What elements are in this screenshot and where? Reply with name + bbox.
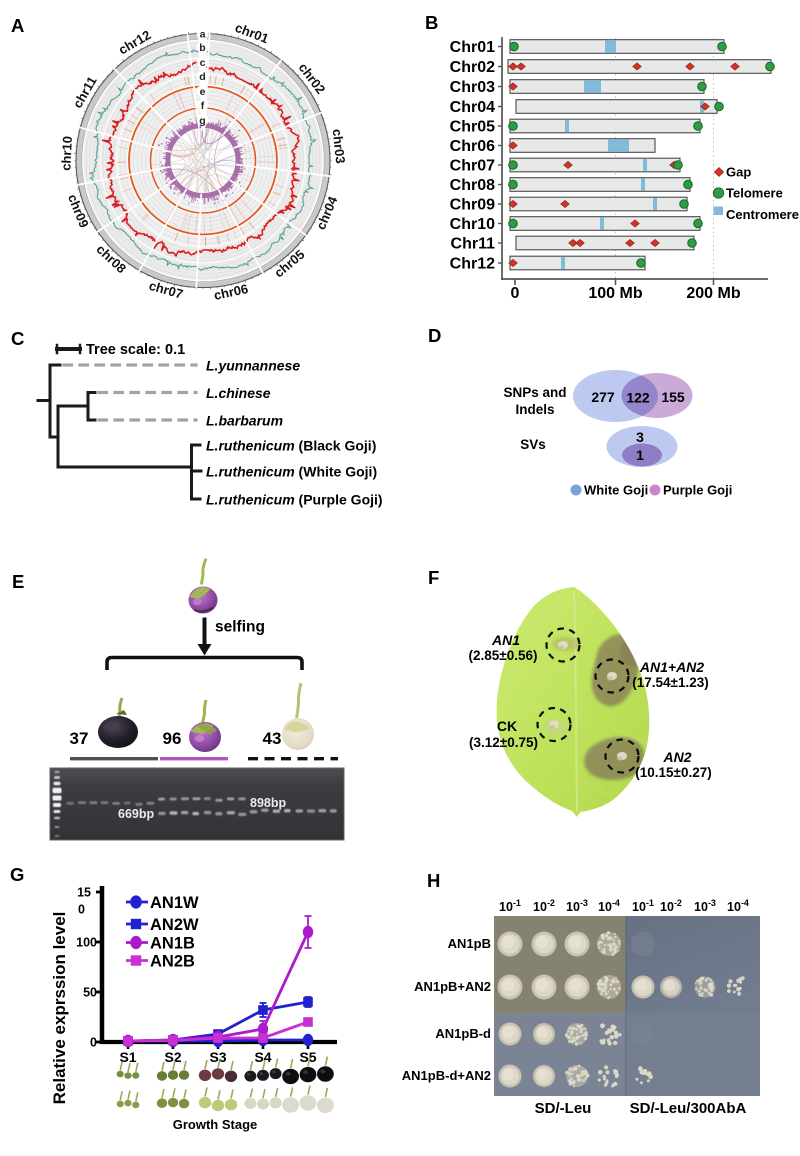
svg-text:chr03: chr03: [330, 128, 349, 164]
svg-text:SVs: SVs: [520, 437, 546, 452]
svg-text:a: a: [200, 28, 206, 40]
svg-text:SNPs and: SNPs and: [503, 385, 566, 400]
svg-text:f: f: [201, 100, 205, 112]
svg-text:898bp: 898bp: [250, 796, 286, 810]
svg-text:Chr02: Chr02: [450, 59, 495, 76]
svg-text:10-1: 10-1: [632, 898, 654, 914]
svg-text:Chr05: Chr05: [450, 119, 495, 136]
svg-text:669bp: 669bp: [118, 807, 154, 821]
svg-text:0: 0: [78, 902, 85, 916]
svg-text:AN1B: AN1B: [150, 935, 195, 953]
svg-text:100: 100: [76, 935, 97, 949]
svg-text:3: 3: [636, 429, 644, 445]
svg-text:AN2W: AN2W: [150, 916, 199, 934]
svg-text:Gap: Gap: [726, 165, 751, 180]
svg-text:Chr06: Chr06: [450, 138, 495, 155]
svg-text:g: g: [199, 115, 205, 127]
svg-text:0: 0: [90, 1035, 97, 1049]
svg-text:Chr12: Chr12: [450, 256, 495, 273]
svg-text:122: 122: [626, 390, 650, 406]
svg-text:L.chinese: L.chinese: [206, 385, 271, 401]
svg-text:10-4: 10-4: [727, 898, 749, 914]
svg-text:200 Mb: 200 Mb: [686, 285, 740, 302]
svg-text:0: 0: [511, 285, 520, 302]
svg-text:37: 37: [70, 729, 89, 748]
svg-text:L.yunnannese: L.yunnannese: [206, 358, 300, 374]
svg-text:50: 50: [83, 985, 97, 999]
svg-text:10-4: 10-4: [598, 898, 620, 914]
svg-text:AN1pB-d+AN2: AN1pB-d+AN2: [402, 1068, 491, 1083]
svg-text:d: d: [199, 71, 205, 83]
svg-text:(2.85±0.56): (2.85±0.56): [469, 648, 538, 663]
svg-text:AN2B: AN2B: [150, 953, 195, 971]
svg-text:10-1: 10-1: [499, 898, 521, 914]
svg-text:10-3: 10-3: [566, 898, 588, 914]
svg-text:L.ruthenicum (Purple Goji): L.ruthenicum (Purple Goji): [206, 492, 383, 508]
svg-text:100 Mb: 100 Mb: [588, 285, 642, 302]
svg-text:S2: S2: [164, 1049, 181, 1065]
svg-text:10-3: 10-3: [694, 898, 716, 914]
svg-text:AN1W: AN1W: [150, 894, 199, 912]
svg-text:10-2: 10-2: [660, 898, 682, 914]
svg-text:Chr04: Chr04: [450, 99, 495, 116]
svg-text:S4: S4: [254, 1049, 271, 1065]
svg-text:AN1: AN1: [491, 632, 520, 648]
svg-text:SD/-Leu: SD/-Leu: [535, 1100, 592, 1117]
svg-text:277: 277: [591, 389, 615, 405]
svg-text:selfing: selfing: [215, 619, 265, 636]
svg-text:(10.15±0.27): (10.15±0.27): [635, 765, 711, 780]
svg-text:1: 1: [636, 447, 644, 463]
svg-text:Relative exprssion level: Relative exprssion level: [50, 912, 69, 1105]
svg-text:e: e: [200, 86, 206, 98]
svg-text:CK: CK: [497, 718, 517, 734]
svg-text:Chr03: Chr03: [450, 79, 495, 96]
svg-text:(3.12±0.75): (3.12±0.75): [469, 735, 538, 750]
svg-text:AN1pB-d: AN1pB-d: [435, 1026, 491, 1041]
svg-text:Chr10: Chr10: [450, 216, 495, 233]
svg-text:AN1pB+AN2: AN1pB+AN2: [414, 979, 491, 994]
svg-text:Chr07: Chr07: [450, 158, 495, 175]
svg-text:Growth Stage: Growth Stage: [173, 1117, 258, 1132]
svg-text:L.ruthenicum (White Goji): L.ruthenicum (White Goji): [206, 464, 377, 480]
svg-text:Indels: Indels: [515, 402, 554, 417]
svg-text:S5: S5: [299, 1049, 316, 1065]
svg-text:S1: S1: [119, 1049, 136, 1065]
svg-text:b: b: [199, 42, 205, 54]
svg-text:Telomere: Telomere: [726, 186, 783, 201]
svg-text:Centromere: Centromere: [726, 207, 799, 222]
svg-text:SD/-Leu/300AbA: SD/-Leu/300AbA: [630, 1100, 747, 1117]
svg-text:c: c: [200, 57, 206, 69]
svg-text:AN1+AN2: AN1+AN2: [639, 659, 704, 675]
svg-text:Chr09: Chr09: [450, 197, 495, 214]
svg-text:43: 43: [263, 729, 282, 748]
svg-text:S3: S3: [209, 1049, 226, 1065]
svg-text:L.ruthenicum (Black Goji): L.ruthenicum (Black Goji): [206, 438, 376, 454]
svg-text:Purple Goji: Purple Goji: [663, 483, 732, 498]
svg-text:15: 15: [77, 885, 91, 899]
svg-text:White Goji: White Goji: [584, 483, 648, 498]
svg-text:Tree scale: 0.1: Tree scale: 0.1: [86, 342, 185, 358]
svg-text:AN1pB: AN1pB: [448, 936, 491, 951]
svg-text:Chr01: Chr01: [450, 39, 495, 56]
svg-text:155: 155: [661, 389, 685, 405]
svg-text:96: 96: [163, 729, 182, 748]
svg-text:AN2: AN2: [662, 749, 691, 765]
svg-text:L.barbarum: L.barbarum: [206, 413, 283, 429]
svg-text:Chr11: Chr11: [451, 236, 496, 253]
svg-text:chr10: chr10: [58, 136, 75, 171]
svg-text:10-2: 10-2: [533, 898, 555, 914]
svg-text:chr06: chr06: [212, 281, 249, 303]
svg-text:Chr08: Chr08: [450, 177, 495, 194]
svg-text:(17.54±1.23): (17.54±1.23): [632, 675, 708, 690]
